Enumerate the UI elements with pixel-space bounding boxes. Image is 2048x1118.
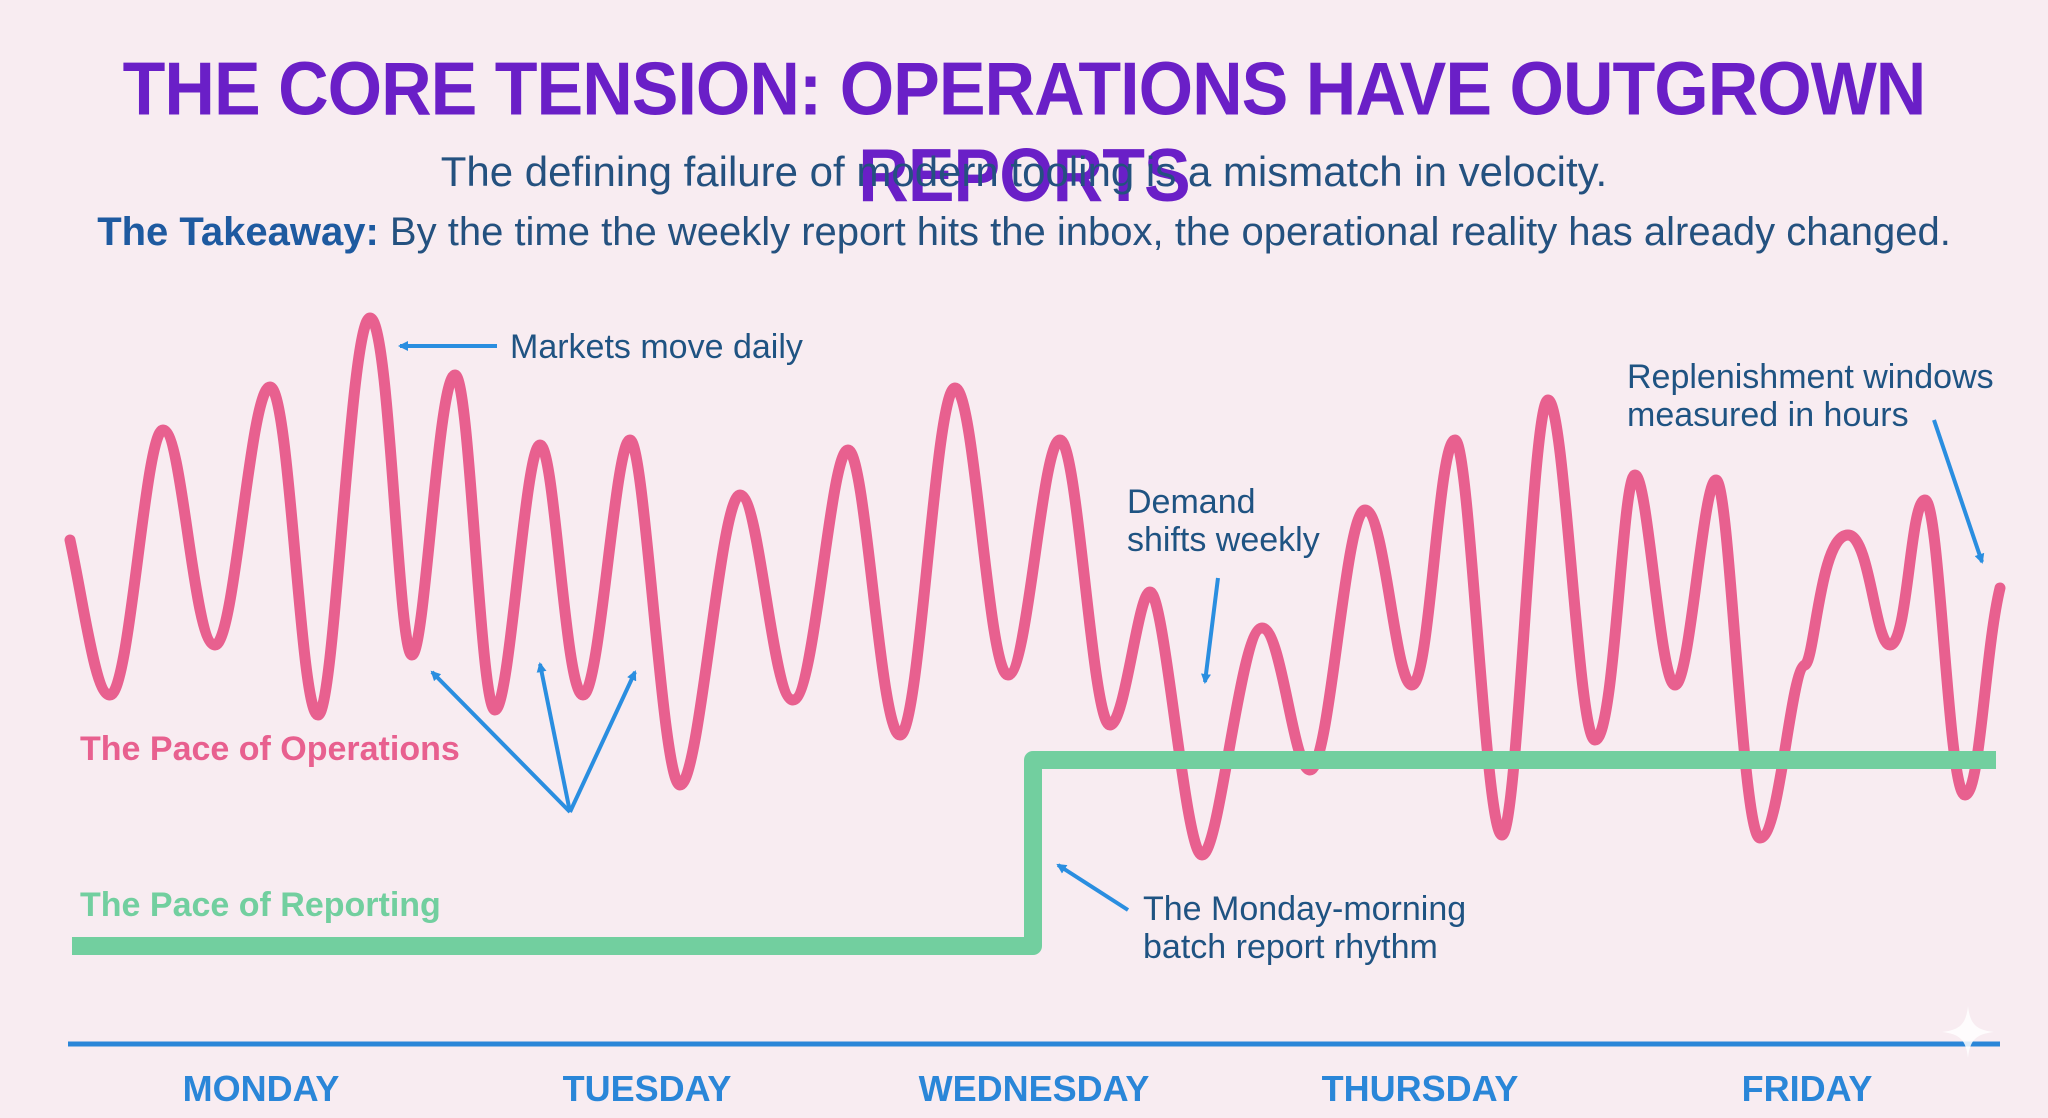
takeaway-text: By the time the weekly report hits the i…	[378, 210, 1951, 254]
replenish-arrow	[1932, 419, 1985, 564]
day-label-monday: MONDAY	[182, 1068, 340, 1109]
operations-arrow-1	[430, 670, 572, 814]
batch-line-1: The Monday-morning	[1143, 890, 1467, 928]
operations-label: The Pace of Operations	[80, 730, 460, 768]
demand-arrow	[1201, 577, 1220, 684]
operations-arrow-3	[568, 670, 637, 813]
sparkle-icon	[1942, 1006, 1994, 1058]
day-label-thursday: THURSDAY	[1321, 1068, 1519, 1109]
day-label-wednesday: WEDNESDAY	[918, 1068, 1150, 1109]
replenish-annotation: Replenishment windows measured in hours	[1627, 358, 1994, 434]
subtitle: The defining failure of modern tooling i…	[440, 148, 1608, 195]
replenish-line-1: Replenishment windows	[1627, 358, 1994, 396]
batch-arrow	[1056, 863, 1130, 912]
takeaway-label: The Takeaway:	[97, 210, 379, 254]
markets-annotation: Markets move daily	[510, 328, 803, 366]
operations-arrow-2	[536, 662, 572, 813]
reporting-step-line	[72, 751, 1996, 955]
demand-line-2: shifts weekly	[1127, 521, 1320, 559]
batch-line-2: batch report rhythm	[1143, 928, 1438, 966]
day-label-tuesday: TUESDAY	[562, 1068, 732, 1109]
replenish-line-2: measured in hours	[1627, 396, 1909, 434]
batch-annotation: The Monday-morning batch report rhythm	[1143, 890, 1466, 966]
operations-wave	[64, 312, 2006, 861]
demand-annotation: Demand shifts weekly	[1127, 483, 1320, 559]
reporting-label: The Pace of Reporting	[80, 886, 441, 924]
day-label-friday: FRIDAY	[1741, 1068, 1873, 1109]
page-title: THE CORE TENSION: OPERATIONS HAVE OUTGRO…	[122, 46, 1927, 218]
demand-line-1: Demand	[1127, 483, 1256, 521]
takeaway: The Takeaway: By the time the weekly rep…	[0, 210, 2048, 255]
